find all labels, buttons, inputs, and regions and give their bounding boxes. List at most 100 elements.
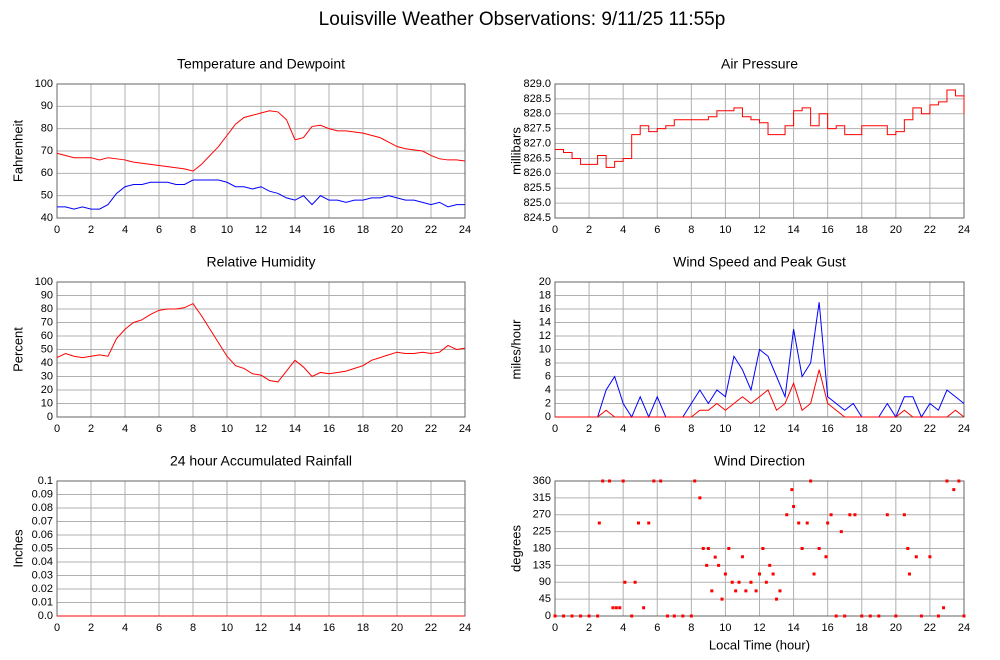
y-tick-label: 10: [41, 397, 53, 409]
y-tick-label: 100: [35, 276, 53, 288]
x-tick-label: 6: [156, 224, 162, 236]
point: [740, 555, 744, 559]
x-tick-label: 0: [552, 423, 558, 435]
point: [734, 589, 738, 593]
y-tick-label: 0: [47, 411, 53, 423]
data-line: [555, 369, 965, 418]
x-tick-label: 14: [289, 622, 301, 634]
x-tick-label: 2: [88, 423, 94, 435]
point: [919, 614, 923, 618]
point: [868, 614, 872, 618]
point: [601, 479, 605, 483]
point: [608, 479, 612, 483]
point: [665, 614, 669, 618]
point: [764, 580, 768, 584]
y-tick-label: 2: [545, 397, 551, 409]
x-tick-label: 24: [958, 423, 970, 435]
point: [809, 479, 813, 483]
y-tick-label: 0.06: [32, 529, 53, 541]
y-tick-label: 6: [545, 370, 551, 382]
y-tick-label: 40: [41, 212, 53, 224]
y-tick-label: 829.0: [523, 78, 551, 90]
x-tick-label: 16: [822, 622, 834, 634]
x-tick-label: 6: [156, 423, 162, 435]
point: [860, 614, 864, 618]
point: [737, 580, 741, 584]
plot-frame: [554, 281, 965, 418]
point: [633, 580, 637, 584]
y-tick-label: 827.5: [523, 123, 551, 135]
point: [570, 614, 574, 618]
point: [952, 488, 956, 492]
point: [785, 513, 789, 517]
x-tick-label: 16: [323, 224, 335, 236]
y-tick-label: 45: [539, 593, 551, 605]
y-tick-label: 828.5: [523, 93, 551, 105]
y-tick-label: 80: [41, 303, 53, 315]
x-tick-label: 0: [54, 622, 60, 634]
point: [623, 580, 627, 584]
x-tick-label: 8: [688, 423, 694, 435]
y-tick-label: 135: [533, 559, 551, 571]
x-tick-label: 24: [459, 423, 471, 435]
y-tick-label: 40: [41, 357, 53, 369]
point: [562, 614, 566, 618]
point: [848, 513, 852, 517]
x-tick-label: 14: [787, 224, 799, 236]
panel-title: Air Pressure: [721, 56, 798, 72]
x-tick-label: 20: [391, 423, 403, 435]
y-tick-label: 4: [545, 384, 551, 396]
y-tick-label: 0.03: [32, 569, 53, 581]
y-tick-label: 315: [533, 492, 551, 504]
x-tick-label: 20: [890, 423, 902, 435]
point: [768, 563, 772, 567]
x-tick-label: 18: [856, 423, 868, 435]
y-tick-label: 827.0: [523, 137, 551, 149]
x-tick-label: 6: [156, 622, 162, 634]
plot-frame: [56, 281, 466, 418]
point: [775, 597, 779, 601]
x-tick-label: 16: [822, 423, 834, 435]
point: [727, 547, 731, 550]
x-tick-label: 24: [459, 224, 471, 236]
panel-title: Wind Direction: [714, 453, 805, 469]
point: [749, 580, 753, 584]
y-tick-label: 90: [539, 576, 551, 588]
x-tick-label: 10: [221, 622, 233, 634]
point: [792, 505, 796, 508]
panel-title: Relative Humidity: [207, 254, 316, 270]
x-tick-label: 4: [122, 423, 128, 435]
point: [710, 589, 714, 593]
data-line: [555, 89, 965, 168]
plot-frame: [554, 480, 965, 617]
y-tick-label: 30: [41, 370, 53, 382]
point: [689, 614, 693, 618]
y-tick-label: 60: [41, 330, 53, 342]
x-tick-label: 6: [654, 622, 660, 634]
x-tick-label: 14: [787, 622, 799, 634]
point: [928, 555, 932, 559]
point: [829, 513, 833, 517]
point: [805, 521, 809, 525]
y-tick-label: 824.5: [523, 212, 551, 224]
y-axis-label: Fahrenheit: [10, 120, 25, 183]
point: [945, 479, 949, 483]
point: [902, 513, 906, 517]
point: [885, 513, 889, 517]
plot-frame: [554, 83, 965, 219]
point: [957, 479, 961, 483]
y-tick-label: 826.0: [523, 167, 551, 179]
point: [647, 521, 651, 525]
point: [637, 521, 641, 525]
point: [713, 555, 717, 559]
point: [587, 614, 591, 618]
x-tick-label: 24: [958, 224, 970, 236]
y-tick-label: 10: [539, 343, 551, 355]
x-tick-label: 2: [586, 423, 592, 435]
x-axis-label: Local Time (hour): [709, 637, 810, 652]
point: [797, 521, 801, 525]
data-line: [56, 110, 466, 172]
y-tick-label: 225: [533, 526, 551, 538]
y-tick-label: 60: [41, 167, 53, 179]
